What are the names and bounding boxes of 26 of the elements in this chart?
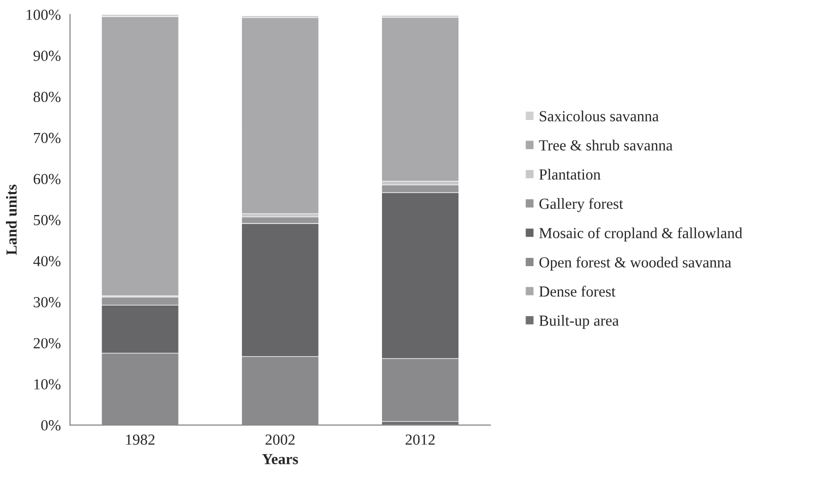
x-tick-label: 1982 [126, 434, 155, 445]
bar [241, 17, 319, 214]
legend-label: Built-up area [539, 315, 619, 329]
y-tick-label: 0% [41, 420, 60, 431]
bar [381, 17, 460, 182]
legend-label: Saxicolous savanna [540, 110, 659, 122]
y-tick-label: 40% [33, 256, 60, 266]
legend-label: Plantation [539, 168, 601, 180]
x-axis-title: Years [262, 454, 298, 464]
y-tick-label: 90% [34, 50, 60, 62]
y-tick-label: 60% [34, 174, 60, 184]
x-tick-label: 2012 [406, 434, 435, 445]
legend-label: Tree & shrub savanna [539, 140, 673, 151]
y-tick-label: 100% [26, 10, 60, 20]
y-tick-label: 50% [34, 214, 60, 226]
x-tick-label: 2002 [266, 434, 295, 445]
y-tick-label: 80% [34, 92, 60, 102]
legend-label: Gallery forest [539, 198, 624, 212]
y-tick-label: 10% [34, 379, 60, 390]
y-tick-label: 20% [34, 338, 60, 348]
y-tick-label: 70% [34, 132, 60, 144]
legend-label: Dense forest [539, 286, 616, 297]
y-axis-title: Land units [6, 184, 17, 255]
legend-label: Open forest & wooded savanna [539, 256, 732, 271]
legend-label: Mosaic of cropland & fallowland [539, 227, 742, 242]
y-tick-label: 30% [34, 297, 60, 308]
